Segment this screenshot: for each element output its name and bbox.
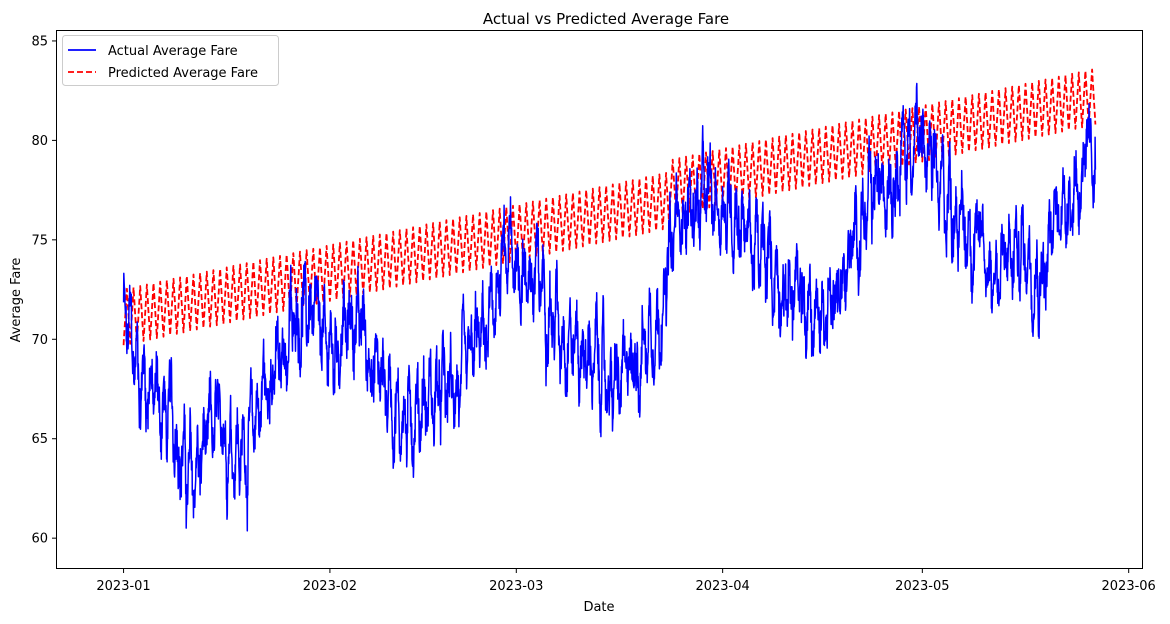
- plot-area: [122, 68, 1097, 532]
- y-axis-label: Average Fare: [9, 258, 24, 343]
- x-tick-label: 2023-03: [489, 579, 543, 594]
- y-tick-label: 65: [31, 432, 48, 447]
- plot-frame: [56, 30, 1143, 569]
- legend: Actual Average Fare Predicted Average Fa…: [62, 35, 279, 86]
- x-tick-label: 2023-05: [895, 579, 949, 594]
- x-tick-label: 2023-06: [1102, 579, 1156, 594]
- y-tick-label: 60: [31, 532, 48, 547]
- y-tick-label: 80: [31, 134, 48, 149]
- actual-average-fare-line: [122, 82, 1097, 532]
- y-axis: 60 65 70 75 80 85: [31, 34, 57, 547]
- predicted-average-fare-line: [122, 68, 1097, 346]
- x-tick-label: 2023-04: [695, 579, 749, 594]
- x-axis: 2023-01 2023-02 2023-03 2023-04 2023-05 2023-…: [96, 568, 1156, 594]
- x-axis-label: Date: [583, 600, 614, 615]
- y-tick-label: 70: [31, 333, 48, 348]
- legend-box: [62, 35, 279, 86]
- legend-actual-label: Actual Average Fare: [108, 44, 238, 59]
- y-tick-label: 75: [31, 233, 48, 248]
- chart-title: Actual vs Predicted Average Fare: [483, 10, 729, 28]
- legend-predicted-label: Predicted Average Fare: [108, 66, 258, 81]
- y-tick-label: 85: [31, 34, 48, 49]
- x-tick-label: 2023-01: [96, 579, 150, 594]
- x-tick-label: 2023-02: [303, 579, 357, 594]
